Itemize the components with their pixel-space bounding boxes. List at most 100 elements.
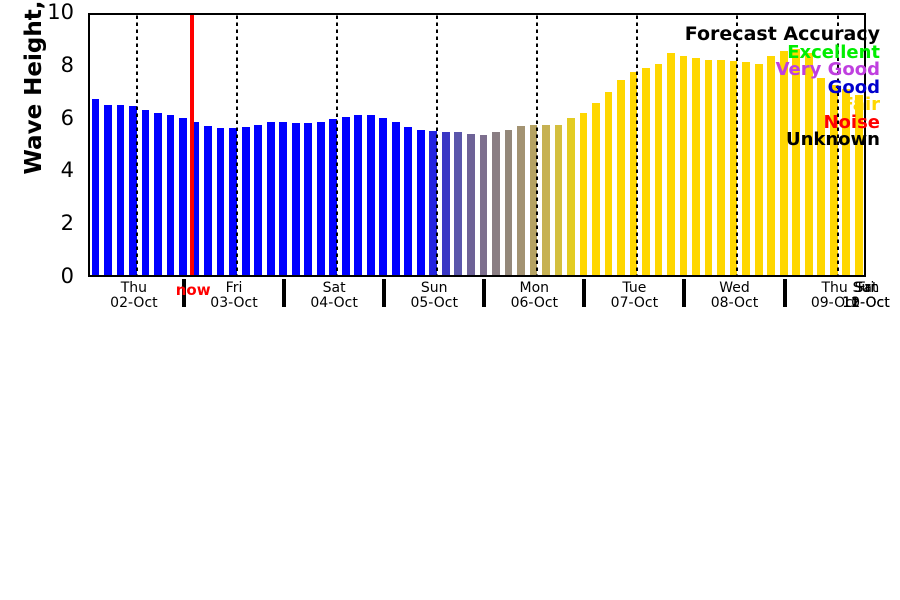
bar — [579, 112, 588, 275]
day-of-week: Fri — [225, 280, 243, 296]
bar — [154, 112, 162, 275]
bar — [854, 95, 863, 275]
bar — [241, 127, 250, 275]
x-axis-day-label: Sat 04-Oct — [284, 281, 384, 311]
bar — [454, 131, 463, 275]
bar — [341, 116, 350, 275]
bar — [542, 125, 550, 275]
bar — [379, 117, 388, 275]
bar — [767, 55, 776, 275]
bar — [304, 123, 313, 275]
day-boundary-tick — [482, 279, 487, 307]
x-axis-day-label: Sun 12-Oct — [816, 281, 900, 311]
x-axis-day-label: Fri 10-Oct — [816, 281, 900, 311]
bar — [141, 110, 150, 275]
bar — [404, 126, 413, 275]
bar — [354, 115, 363, 275]
day-date: 03-Oct — [210, 295, 258, 311]
bar — [842, 88, 851, 275]
day-boundary-tick — [181, 279, 186, 307]
day-of-week: Sat — [854, 280, 878, 296]
x-axis-day-label: Sat 11-Oct — [816, 281, 900, 311]
day-date: 05-Oct — [410, 295, 458, 311]
bar — [191, 121, 200, 275]
day-of-week: Wed — [719, 280, 750, 296]
day-of-week: Sun — [420, 280, 448, 296]
x-axis-day-label: Wed 08-Oct — [684, 281, 784, 311]
day-date: 09-Oct — [810, 295, 859, 311]
x-axis-day-label: Fri 03-Oct — [184, 281, 284, 311]
now-line — [189, 15, 194, 275]
day-of-week: Mon — [519, 280, 550, 296]
bar — [104, 104, 112, 275]
bar — [329, 119, 338, 275]
bar — [466, 133, 475, 275]
bar — [517, 125, 525, 275]
bar — [166, 115, 175, 275]
bar — [617, 79, 625, 275]
bar — [754, 63, 763, 275]
day-boundary-tick — [782, 279, 787, 307]
day-boundary-tick — [382, 279, 387, 307]
day-date: 11-Oct — [842, 295, 890, 311]
bar — [604, 91, 613, 275]
y-tick-label: 8 — [60, 52, 74, 77]
day-of-week: Tue — [622, 280, 647, 296]
now-label: now — [175, 281, 211, 299]
bar — [266, 121, 275, 275]
day-date: 02-Oct — [110, 295, 158, 311]
day-date: 07-Oct — [610, 295, 659, 311]
bar — [91, 99, 100, 275]
y-tick-label: 6 — [60, 105, 74, 130]
midday-gridline — [836, 15, 839, 275]
bar — [254, 124, 263, 275]
bar — [742, 62, 750, 275]
x-axis-day-label: Thu 02-Oct — [84, 281, 184, 311]
day-of-week: Thu — [120, 280, 148, 296]
bar — [554, 124, 563, 275]
day-of-week: Sat — [322, 280, 346, 296]
bar — [204, 125, 212, 275]
bar — [504, 129, 513, 275]
x-axis-day-label: Mon 06-Oct — [484, 281, 584, 311]
bar — [717, 59, 725, 275]
bar — [654, 63, 663, 275]
midday-gridline — [536, 15, 539, 275]
day-date: 04-Oct — [310, 295, 358, 311]
day-boundary-tick — [682, 279, 687, 307]
midday-gridline — [236, 15, 239, 275]
midday-gridline — [736, 15, 739, 275]
bar — [567, 117, 575, 275]
bar — [416, 129, 425, 275]
midday-gridline — [336, 15, 339, 275]
day-boundary-tick — [582, 279, 587, 307]
bar — [116, 104, 125, 275]
bar — [642, 67, 650, 275]
day-date: 12-Oct — [842, 295, 890, 311]
day-boundary-tick — [282, 279, 287, 307]
bar — [179, 117, 187, 275]
y-tick-label: 4 — [60, 158, 74, 183]
x-axis-day-label: Sun 05-Oct — [384, 281, 484, 311]
bar — [779, 50, 788, 275]
bar — [291, 123, 300, 275]
bar — [316, 122, 325, 275]
day-of-week: Sun — [852, 280, 880, 296]
y-tick-label: 0 — [60, 264, 74, 288]
bar — [229, 128, 237, 275]
bar — [667, 53, 675, 275]
bar — [429, 131, 438, 275]
plot-area — [88, 13, 866, 277]
x-axis-day-label: Thu 09-Oct — [785, 281, 885, 311]
bar — [129, 106, 137, 275]
bar — [391, 121, 400, 275]
midday-gridline — [436, 15, 439, 275]
bar — [592, 103, 600, 275]
bar — [829, 84, 838, 275]
midday-gridline — [636, 15, 639, 275]
bar — [366, 114, 375, 275]
x-axis-day-label: Tue 07-Oct — [584, 281, 684, 311]
bar — [692, 58, 700, 275]
bar — [629, 71, 638, 275]
